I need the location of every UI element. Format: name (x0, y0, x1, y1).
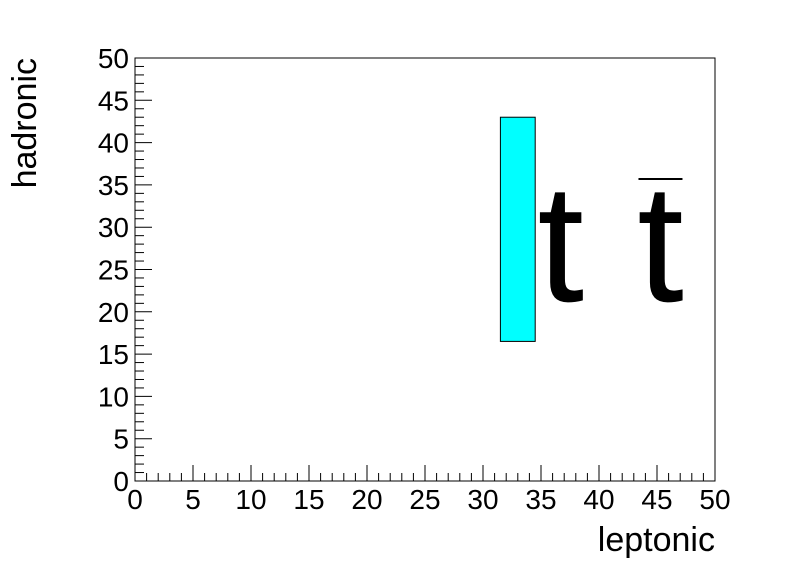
x-tick-label: 35 (525, 484, 556, 515)
y-tick-label: 5 (113, 424, 129, 455)
y-tick-label: 45 (98, 85, 129, 116)
x-tick-label: 40 (583, 484, 614, 515)
y-tick-label: 10 (98, 381, 129, 412)
y-tick-label: 40 (98, 128, 129, 159)
boxes (499, 116, 536, 342)
x-tick-label: 10 (235, 484, 266, 515)
y-tick-label: 50 (98, 43, 129, 74)
antitop-label: t (637, 149, 684, 337)
y-axis-title: hadronic (6, 58, 44, 188)
x-tick-labels: 0 5 10 15 20 25 30 35 40 45 50 (127, 484, 730, 515)
y-tick-label: 20 (98, 297, 129, 328)
top-label: t (537, 149, 584, 337)
plot-frame (134, 57, 716, 482)
x-tick-label: 15 (293, 484, 324, 515)
x-tick-label: 30 (467, 484, 498, 515)
box (499, 116, 536, 342)
y-tick-label: 25 (98, 255, 129, 286)
x-axis-title: leptonic (598, 521, 715, 559)
y-tick-labels: 0 5 10 15 20 25 30 35 40 45 50 (98, 43, 129, 497)
x-tick-label: 5 (185, 484, 201, 515)
x-tick-label: 25 (409, 484, 440, 515)
x-tick-label: 0 (127, 484, 143, 515)
y-tick-label: 35 (98, 170, 129, 201)
x-tick-label: 20 (351, 484, 382, 515)
y-tick-label: 30 (98, 212, 129, 243)
axis-ticks (134, 57, 716, 482)
x-tick-label: 45 (641, 484, 672, 515)
y-tick-label: 15 (98, 339, 129, 370)
y-tick-label: 0 (113, 466, 129, 497)
x-tick-label: 50 (699, 484, 730, 515)
